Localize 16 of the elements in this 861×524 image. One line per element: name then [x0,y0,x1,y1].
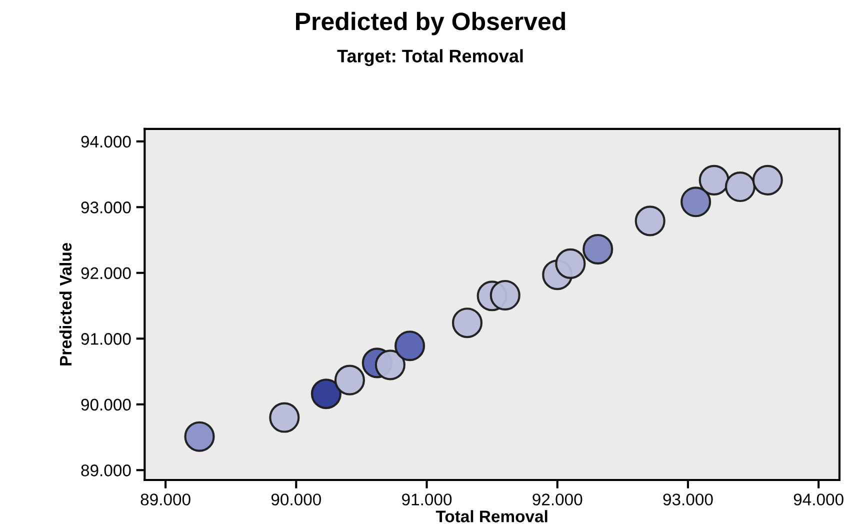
y-tick-label: 90.000 [81,398,131,411]
x-axis-title: Total Removal [436,510,548,522]
y-tick-label: 92.000 [81,267,131,280]
x-tick-label: 91.000 [402,494,452,506]
x-tick-label: 89.000 [140,494,190,506]
y-axis-title: Predicted Value [59,242,72,366]
x-tick-label: 92.000 [532,494,582,506]
y-tick-label: 89.000 [81,464,131,476]
chart-subtitle: Target: Total Removal [337,49,523,66]
x-tick-label: 90.000 [271,494,321,506]
y-tick-label: 91.000 [81,333,131,345]
x-tick-label: 93.000 [663,494,713,506]
y-tick-label: 94.000 [81,136,131,148]
chart-title: Predicted by Observed [296,12,566,36]
y-tick-label: 93.000 [81,202,131,214]
x-tick-label: 94.000 [794,494,844,506]
